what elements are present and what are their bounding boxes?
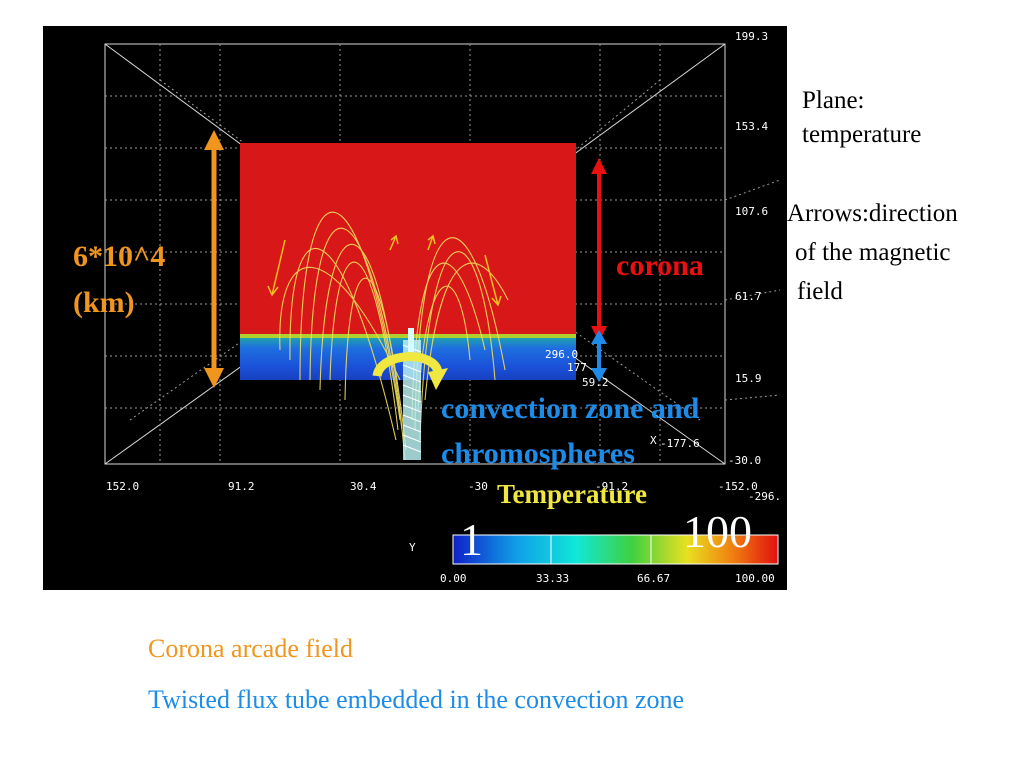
y-tick: -152.0 (718, 480, 758, 493)
flux-tube-caption: Twisted flux tube embedded in the convec… (148, 685, 685, 714)
x-tick: 59.2 (582, 376, 609, 389)
z-tick: 15.9 (735, 372, 762, 385)
colorbar-tick: 0.00 (440, 572, 467, 585)
plane-note: Plane: temperature (802, 84, 921, 152)
z-tick: -30.0 (728, 454, 761, 467)
colorbar-tick: 66.67 (637, 572, 670, 585)
corona-label: corona (616, 249, 704, 282)
y-tick: -30 (468, 480, 488, 493)
corona-field-caption: Corona arcade field (148, 634, 354, 663)
colorbar-tick: 33.33 (536, 572, 569, 585)
plane-note-line: Plane: (802, 87, 865, 114)
plane-note-line: temperature (802, 121, 922, 148)
convection-label: convection zone and (441, 392, 700, 425)
x-axis-label: X (650, 434, 657, 447)
y-tick: -91.2 (595, 480, 628, 493)
colorbar (452, 534, 779, 565)
arrows-note: Arrows:direction of the magnetic field (787, 194, 958, 311)
arrows-note-line: field (797, 278, 843, 305)
z-tick: 61.7 (735, 290, 762, 303)
x-tick: -296. (748, 490, 781, 503)
y-axis-label: Y (409, 541, 416, 554)
z-tick: 153.4 (735, 120, 768, 133)
twist-arrow-icon (372, 352, 448, 390)
temperature-title: Temperature (497, 479, 647, 509)
z-tick: 107.6 (735, 205, 768, 218)
arrows-note-line: of the magnetic (795, 239, 951, 266)
height-label: 6*10^4 (73, 240, 165, 273)
z-tick: 199.3 (735, 30, 768, 43)
corona-plane (240, 143, 576, 336)
height-arrow-icon (204, 130, 224, 388)
chromosphere-label: chromospheres (441, 437, 635, 470)
x-tick: 177 (567, 361, 587, 374)
temperature-max: 100 (683, 506, 752, 557)
convection-arrow-icon (591, 330, 607, 382)
x-tick: 296.0 (545, 348, 578, 361)
y-tick: 91.2 (228, 480, 255, 493)
arrows-note-line: Arrows:direction (787, 200, 958, 227)
flux-tube (402, 328, 422, 460)
height-unit-label: (km) (73, 286, 135, 319)
colorbar-tick: 100.00 (735, 572, 775, 585)
field-arrows (267, 234, 502, 307)
temperature-min: 1 (460, 514, 483, 565)
y-tick: 30.4 (350, 480, 377, 493)
y-tick: 152.0 (106, 480, 139, 493)
x-tick: -177.6 (660, 437, 700, 450)
